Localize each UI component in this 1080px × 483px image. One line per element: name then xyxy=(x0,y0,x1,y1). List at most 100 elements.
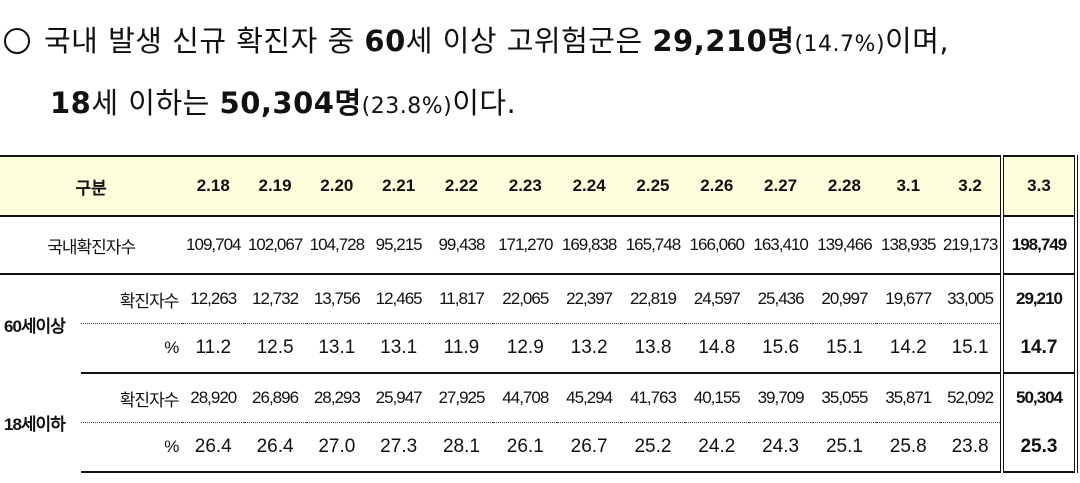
table-row-over60-pct: % 11.2 12.5 13.1 13.1 11.9 12.9 13.2 13.… xyxy=(0,323,1079,374)
table-cell: 219,173 xyxy=(940,216,1002,275)
header-date-latest: 3.3 xyxy=(999,155,1079,217)
table-cell: 40,155 xyxy=(693,388,741,407)
table-cell: 99,438 xyxy=(429,216,494,275)
header-date: 2.28 xyxy=(812,155,877,217)
table-cell: 22,819 xyxy=(629,289,677,308)
table-cell: 95,215 xyxy=(367,216,430,275)
line2-text-b: 이다. xyxy=(452,86,517,120)
table-cell: 27.0 xyxy=(305,422,368,473)
table-cell: 26,896 xyxy=(252,388,299,407)
table-cell: 171,270 xyxy=(493,216,558,275)
table-cell: 166,060 xyxy=(684,216,749,275)
header-date: 2.23 xyxy=(493,155,558,217)
line1-text-b: 세 이상 고위험군은 xyxy=(405,24,653,58)
row-label-pct: % xyxy=(81,422,183,473)
summary-line-2: 18세 이하는 50,304명(23.8%)이다. xyxy=(50,80,516,122)
table-cell: 109,704 xyxy=(182,216,245,275)
table-cell: 22,065 xyxy=(502,289,549,308)
table-cell: 11,817 xyxy=(439,289,485,308)
table-cell: 169,838 xyxy=(557,216,622,275)
table-cell: 19,677 xyxy=(885,289,932,308)
table-cell: 28.1 xyxy=(429,422,494,473)
table-cell: 13.1 xyxy=(367,323,430,374)
table-cell: 45,294 xyxy=(566,388,613,407)
header-date: 2.20 xyxy=(305,155,368,217)
table-cell: 25.2 xyxy=(621,422,685,473)
table-cell: 26.4 xyxy=(182,422,245,473)
table-cell: 25,436 xyxy=(757,289,805,308)
header-date: 2.18 xyxy=(182,155,245,217)
table-cell: 11.9 xyxy=(429,323,494,374)
summary-line-1: 국내 발생 신규 확진자 중 60세 이상 고위험군은 29,210명(14.7… xyxy=(4,18,949,60)
table-cell: 13.2 xyxy=(557,323,622,374)
line2-small-b: (23.8%) xyxy=(361,94,453,119)
table-cell: 13,756 xyxy=(313,289,361,308)
table-cell: 27,925 xyxy=(438,388,485,407)
table-cell: 25.8 xyxy=(876,422,941,473)
table-cell: 44,708 xyxy=(502,388,549,407)
table-cell: 26.1 xyxy=(493,422,558,473)
table-row-under18-count: 18세이하 확진자수 28,920 26,896 28,293 25,947 2… xyxy=(0,373,1079,434)
table-cell: 12,465 xyxy=(375,289,423,308)
table-row-national: 국내확진자수 109,704 102,067 104,728 95,215 99… xyxy=(0,216,1079,275)
table-cell: 165,748 xyxy=(621,216,685,275)
header-date: 3.1 xyxy=(876,155,941,217)
line2-bold-a: 18 xyxy=(50,86,92,120)
table-cell: 52,092 xyxy=(947,388,994,407)
header-label: 구분 xyxy=(0,155,183,217)
table-cell: 163,410 xyxy=(748,216,813,275)
table-cell: 14.2 xyxy=(876,323,941,374)
table-cell: 26.4 xyxy=(244,422,306,473)
table-cell: 138,935 xyxy=(876,216,941,275)
table-row-under18-pct: % 26.4 26.4 27.0 27.3 28.1 26.1 26.7 25.… xyxy=(0,422,1079,473)
table-cell: 20,997 xyxy=(821,289,868,308)
line2-text-a: 세 이하는 xyxy=(91,86,220,120)
header-date: 2.24 xyxy=(557,155,622,217)
line2-bold-b: 50,304명 xyxy=(219,86,362,120)
table-cell: 35,055 xyxy=(821,388,868,407)
table-cell: 104,728 xyxy=(305,216,368,275)
table-cell: 33,005 xyxy=(947,289,994,308)
table-cell: 12,263 xyxy=(190,289,237,308)
table-cell: 24,597 xyxy=(693,289,741,308)
table-cell: 12.5 xyxy=(244,323,306,374)
header-date: 2.26 xyxy=(684,155,749,217)
table-cell-latest: 50,304 xyxy=(999,373,1079,423)
row-label-count: 확진자수 xyxy=(119,390,180,410)
header-date: 2.21 xyxy=(367,155,430,217)
table-cell: 41,763 xyxy=(629,388,677,407)
table-cell: 24.3 xyxy=(748,422,813,473)
table-cell-latest: 14.7 xyxy=(999,323,1079,374)
confirmed-cases-table: 구분 2.18 2.19 2.20 2.21 2.22 2.23 2.24 2.… xyxy=(0,155,1079,473)
table-cell: 15.6 xyxy=(748,323,813,374)
table-row-over60-count: 60세이상 확진자수 12,263 12,732 13,756 12,465 1… xyxy=(0,274,1079,336)
table-cell: 28,920 xyxy=(190,388,237,407)
table-cell: 14.8 xyxy=(684,323,749,374)
table-cell: 24.2 xyxy=(684,422,749,473)
line1-text-c: 이며, xyxy=(885,24,950,58)
line1-bold-b: 29,210명 xyxy=(652,24,795,58)
table-cell: 25,947 xyxy=(375,388,423,407)
table-cell: 25.1 xyxy=(812,422,877,473)
table-cell: 26.7 xyxy=(557,422,622,473)
group-label-over60: 60세이상 xyxy=(4,316,66,336)
table-cell: 28,293 xyxy=(313,388,361,407)
row-label-count: 확진자수 xyxy=(119,291,180,311)
header-date: 2.25 xyxy=(621,155,685,217)
circle-bullet-icon xyxy=(4,28,30,54)
table-header-row: 구분 2.18 2.19 2.20 2.21 2.22 2.23 2.24 2.… xyxy=(0,155,1079,217)
table-cell-latest: 29,210 xyxy=(999,274,1079,324)
table-cell: 15.1 xyxy=(812,323,877,374)
confirmed-cases-table-wrapper: 구분 2.18 2.19 2.20 2.21 2.22 2.23 2.24 2.… xyxy=(0,155,1080,483)
table-cell: 139,466 xyxy=(812,216,877,275)
table-cell: 23.8 xyxy=(940,422,1002,473)
line1-text-a: 국내 발생 신규 확진자 중 xyxy=(44,24,365,58)
line1-bold-a: 60 xyxy=(364,24,406,58)
table-cell: 27.3 xyxy=(367,422,430,473)
row-label-pct: % xyxy=(81,323,183,374)
header-date: 3.2 xyxy=(940,155,1002,217)
line1-small-b: (14.7%) xyxy=(794,32,886,57)
table-cell: 12,732 xyxy=(252,289,299,308)
table-cell-latest: 25.3 xyxy=(999,422,1079,473)
group-label-under18: 18세이하 xyxy=(4,415,66,434)
